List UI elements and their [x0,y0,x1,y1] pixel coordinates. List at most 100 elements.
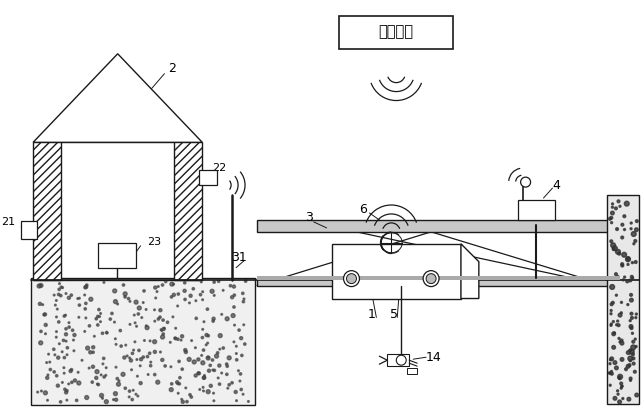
Point [608,330,619,337]
Point [205,362,215,368]
Point [97,330,107,337]
Point [93,381,104,388]
Point [81,300,91,307]
Point [84,323,95,329]
Bar [387,354,409,366]
Point [123,295,134,302]
Point [149,306,159,313]
Point [628,360,638,367]
Point [131,323,141,330]
Bar [33,142,61,279]
Point [142,353,152,360]
Point [213,278,224,284]
Point [626,292,636,298]
Point [155,349,165,355]
Point [607,204,617,211]
Point [80,284,91,290]
Point [214,381,224,387]
Point [606,238,617,244]
Point [618,395,628,402]
Point [197,288,208,295]
Point [624,362,635,368]
Point [197,334,208,341]
Bar [257,277,620,286]
Point [111,364,121,370]
Text: 6: 6 [359,204,367,217]
Point [60,386,70,392]
Point [57,348,68,355]
Point [99,279,109,286]
Bar [518,200,556,220]
Point [606,301,617,308]
Bar [339,16,453,49]
Point [624,396,634,402]
Point [127,350,138,357]
Point [199,347,209,353]
Point [59,355,69,361]
Point [102,330,112,336]
Point [122,353,132,359]
Point [203,354,213,360]
Point [622,278,632,285]
Point [606,355,617,362]
Point [138,354,149,360]
Point [203,355,213,361]
Point [236,386,246,393]
Point [631,259,641,265]
Point [231,389,241,395]
Point [627,315,637,321]
Point [61,389,71,396]
Point [39,311,50,318]
Point [98,361,108,367]
Point [97,395,107,401]
Point [630,238,640,244]
Point [222,385,233,391]
Point [51,334,61,340]
Circle shape [396,355,406,365]
Point [231,357,242,363]
Point [631,226,642,233]
Point [130,339,140,345]
Point [62,388,72,394]
Point [627,348,637,355]
Point [56,293,66,299]
Point [36,282,46,289]
Point [69,348,79,354]
Point [614,335,624,341]
Point [628,355,638,361]
Point [225,282,235,289]
Point [628,330,638,337]
Point [215,346,225,353]
Point [168,314,178,320]
Bar [607,195,639,404]
Point [93,322,103,328]
Point [66,368,76,374]
Point [189,359,199,365]
Point [55,399,66,405]
Point [197,326,208,333]
Point [84,365,95,371]
Point [218,287,228,294]
Point [180,347,190,353]
Point [95,310,105,317]
Point [152,288,162,295]
Point [74,380,84,386]
Point [170,335,180,341]
Point [92,381,102,387]
Point [239,296,249,302]
Point [203,340,213,346]
Point [605,360,615,367]
Bar [31,277,255,405]
Point [615,339,625,345]
Point [608,299,618,306]
Point [237,352,247,359]
Point [190,372,201,379]
Point [190,344,201,351]
Point [238,391,248,397]
Point [113,381,123,388]
Point [173,336,183,342]
Point [166,386,176,393]
Point [617,340,627,346]
Point [610,245,620,252]
Point [231,350,242,357]
